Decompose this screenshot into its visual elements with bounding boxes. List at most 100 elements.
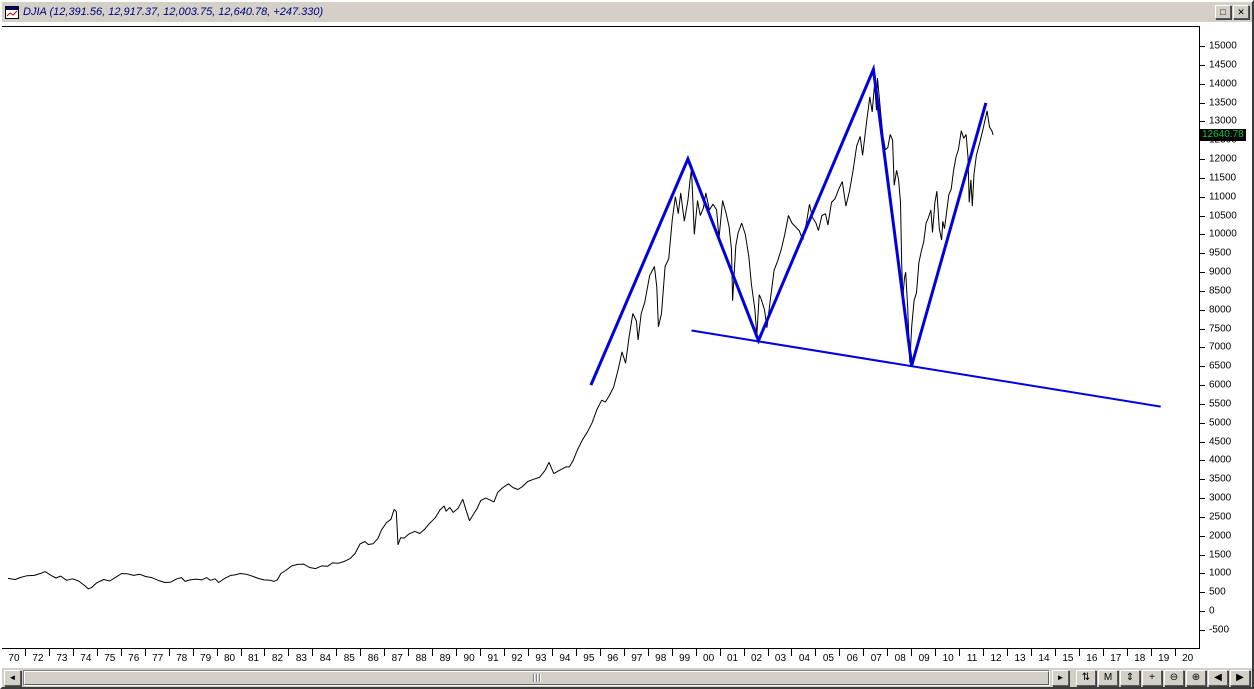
- x-axis-label: 08: [887, 649, 912, 667]
- x-axis-tick: [911, 649, 913, 656]
- x-axis-tick: [839, 649, 841, 656]
- x-axis-label: 81: [240, 649, 266, 667]
- x-axis-tick: [336, 649, 338, 656]
- x-axis-tick: [671, 649, 673, 656]
- x-axis-label: 91: [480, 649, 505, 667]
- x-axis-tick: [527, 649, 529, 656]
- y-axis-tick: [1200, 611, 1205, 613]
- zoom-in-button[interactable]: ⊕: [1186, 669, 1206, 686]
- x-axis-tick: [480, 649, 482, 656]
- x-axis-tick: [1007, 649, 1009, 656]
- y-axis-label: 6000: [1209, 379, 1232, 391]
- x-axis-label: 16: [1078, 649, 1104, 667]
- x-axis-tick: [456, 649, 458, 656]
- y-axis-label: 9000: [1209, 266, 1232, 278]
- x-axis-tick: [312, 649, 314, 656]
- x-axis: 70 72 73 74 75 76 77 78 79 80 81 82 83 84 85 86 87 88 89 90…: [2, 648, 1252, 667]
- price-line: [7, 77, 994, 590]
- x-axis-tick: [791, 649, 793, 656]
- x-axis-label: 84: [312, 649, 337, 667]
- x-axis-tick: [96, 649, 98, 656]
- x-axis-label: 89: [432, 649, 457, 667]
- plot-area[interactable]: [2, 26, 1200, 648]
- x-axis-tick: [288, 649, 290, 656]
- y-axis-tick: [1200, 253, 1205, 255]
- y-axis-tick: [1200, 554, 1205, 556]
- y-axis-tick: [1200, 516, 1205, 518]
- x-axis-tick: [983, 649, 985, 656]
- title-bar[interactable]: DJIA (12,391.56, 12,917.37, 12,003.75, 1…: [2, 2, 1252, 22]
- crosshair-button[interactable]: +: [1142, 669, 1162, 686]
- maximize-button[interactable]: □: [1215, 5, 1231, 19]
- x-axis-tick: [551, 649, 553, 656]
- x-axis-label: 94: [551, 649, 577, 667]
- zoom-out-button[interactable]: ⊖: [1164, 669, 1184, 686]
- x-axis-label: 83: [288, 649, 313, 667]
- x-axis-label: 06: [839, 649, 864, 667]
- x-axis-tick: [1126, 649, 1128, 656]
- y-axis-label: 10000: [1209, 228, 1237, 240]
- x-axis-tick: [360, 649, 362, 656]
- price-chart-svg: [7, 63, 1161, 590]
- x-axis-tick: [120, 649, 122, 656]
- x-axis-tick: [815, 649, 817, 656]
- scroll-right-button[interactable]: ►: [1052, 669, 1069, 686]
- x-axis-tick: [240, 649, 242, 656]
- bottom-bar: ◄ ► ⇅ M ⇕ + ⊖ ⊕ ◀ ▶: [2, 667, 1252, 687]
- y-axis-tick: [1200, 460, 1205, 462]
- scrollbar-track[interactable]: [23, 669, 1050, 686]
- x-axis-tick: [408, 649, 410, 656]
- y-axis-tick: [1200, 366, 1205, 368]
- page-right-button[interactable]: ▶: [1230, 669, 1250, 686]
- y-axis-label: 11500: [1209, 172, 1237, 184]
- x-axis-label: 96: [599, 649, 625, 667]
- y-axis-label: 13500: [1209, 97, 1237, 109]
- y-axis-tick: [1200, 347, 1205, 349]
- x-axis-label: 78: [168, 649, 194, 667]
- window-title: DJIA (12,391.56, 12,917.37, 12,003.75, 1…: [23, 6, 324, 18]
- x-axis-label: 11: [959, 649, 984, 667]
- y-axis-tick: [1200, 46, 1205, 47]
- x-axis-label: 85: [336, 649, 361, 667]
- x-axis-label: 82: [264, 649, 289, 667]
- y-axis-tick: [1200, 83, 1205, 85]
- y-axis-tick: [1200, 64, 1205, 66]
- x-axis-tick: [767, 649, 769, 656]
- refresh-button[interactable]: ⇅: [1076, 669, 1096, 686]
- y-axis-label: 14500: [1209, 59, 1237, 71]
- x-axis-tick: [887, 649, 889, 656]
- y-axis-label: 11000: [1209, 191, 1237, 203]
- x-axis-tick: [504, 649, 506, 656]
- mode-button[interactable]: M: [1098, 669, 1118, 686]
- x-axis-tick: [959, 649, 961, 656]
- y-axis-label: -500: [1209, 624, 1230, 636]
- scrollbar-thumb[interactable]: [24, 670, 1049, 685]
- x-axis-cells: 70 72 73 74 75 76 77 78 79 80 81 82 83 84 85 86 87 88 89 90…: [2, 648, 1200, 667]
- y-axis-tick: [1200, 573, 1205, 575]
- thumb-grip: [536, 673, 537, 682]
- zigzag-trendlines[interactable]: [589, 63, 988, 386]
- y-axis-label: 7000: [1209, 341, 1232, 353]
- y-axis-label: 14000: [1209, 78, 1237, 90]
- x-axis-label: 76: [120, 649, 146, 667]
- close-button[interactable]: ✕: [1233, 5, 1249, 19]
- x-axis-label: 99: [671, 649, 697, 667]
- last-price-badge: 12640.78: [1200, 128, 1246, 141]
- scale-button[interactable]: ⇕: [1120, 669, 1140, 686]
- y-axis-tick: [1200, 535, 1205, 537]
- y-axis-label: 500: [1209, 586, 1226, 598]
- y-axis-label: 3000: [1209, 492, 1232, 504]
- x-axis-label: 19: [1150, 649, 1176, 667]
- x-axis-tick: [144, 649, 146, 656]
- y-axis-tick: [1200, 441, 1205, 443]
- y-axis-label: 3500: [1209, 473, 1232, 485]
- y-axis-label: 6500: [1209, 360, 1232, 372]
- x-axis-filler: [1200, 648, 1252, 667]
- x-axis-label: 90: [456, 649, 481, 667]
- declining-support-trendline[interactable]: [691, 329, 1161, 408]
- x-axis-label: 79: [192, 649, 218, 667]
- scroll-left-button[interactable]: ◄: [4, 669, 21, 686]
- x-axis-tick: [1102, 649, 1104, 656]
- x-axis-tick: [432, 649, 434, 656]
- page-left-button[interactable]: ◀: [1208, 669, 1228, 686]
